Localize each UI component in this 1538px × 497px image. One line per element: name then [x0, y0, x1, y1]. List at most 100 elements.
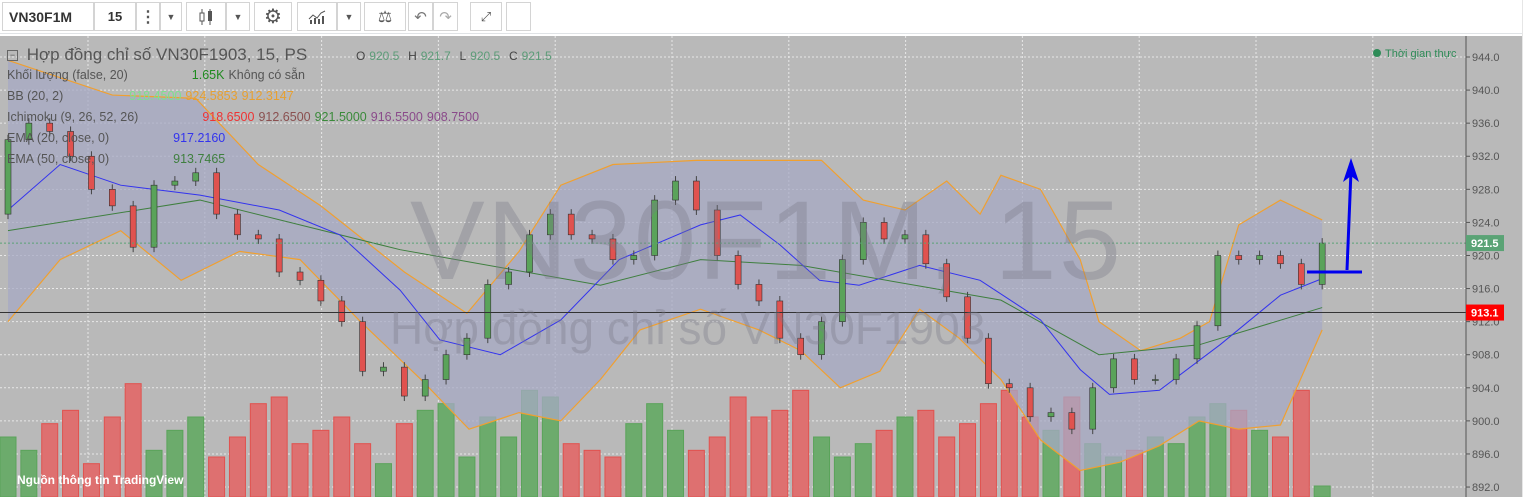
- candle-body: [1152, 379, 1159, 381]
- volume-value: 1.65K: [191, 68, 225, 82]
- volume-bar: [750, 416, 768, 497]
- undo-icon[interactable]: ↶: [408, 2, 433, 31]
- price-axis-label: 904.0: [1472, 383, 1500, 395]
- ichimoku-lead-a: 916.5500: [370, 110, 423, 124]
- ema20-line: [7, 163, 1323, 395]
- candle-body: [567, 213, 575, 236]
- candle-body: [588, 234, 596, 240]
- candle-body: [901, 234, 909, 240]
- ichimoku-lagging: 921.5000: [314, 110, 367, 124]
- candle-body: [839, 259, 846, 322]
- candlestick-icon[interactable]: [186, 2, 226, 31]
- watermark-symbol: VN30F1M, 15: [410, 178, 1123, 303]
- candle-body: [255, 234, 262, 240]
- volume-bar: [938, 436, 956, 497]
- volume-bar: [1000, 389, 1018, 497]
- candle-body: [1026, 387, 1034, 418]
- volume-bar: [374, 463, 392, 497]
- volume-bar: [667, 429, 685, 497]
- candle-body: [985, 337, 992, 384]
- candle-body: [859, 222, 867, 260]
- ohlc-c: 921.5: [521, 49, 552, 63]
- price-axis-label: 924.0: [1472, 217, 1500, 229]
- candle-body: [88, 155, 95, 190]
- candle-body: [1131, 358, 1138, 380]
- scale-balance-icon[interactable]: ⚖: [364, 2, 406, 31]
- volume-bar: [813, 436, 831, 497]
- ichimoku-base: 912.6500: [258, 110, 311, 124]
- chart-area[interactable]: 944.0 940.0 936.0 932.0 928.0 924.0 920.0 916.0…: [0, 36, 1522, 497]
- fullscreen-icon[interactable]: ⤢: [470, 2, 502, 31]
- price-axis-label: 932.0: [1472, 151, 1500, 163]
- empty-toolbar-button[interactable]: [506, 2, 531, 31]
- volume-bar: [208, 456, 226, 497]
- legend-ichimoku[interactable]: Ichimoku (9, 26, 52, 26) 918.6500 912.6500…: [7, 110, 483, 124]
- volume-bar: [875, 429, 893, 497]
- ema20-value: 917.2160: [173, 131, 226, 145]
- volume-bar: [1188, 416, 1206, 497]
- volume-bar: [687, 449, 705, 497]
- volume-bar: [896, 416, 914, 497]
- legend-ema20[interactable]: EMA (20, close, 0) 917.2160: [7, 131, 229, 145]
- volume-bar: [62, 409, 80, 497]
- candle-body: [964, 296, 971, 339]
- ichimoku-label: Ichimoku (9, 26, 52, 26): [7, 110, 139, 124]
- volume-bar: [479, 416, 497, 497]
- chevron-down-icon[interactable]: ▼: [160, 2, 182, 31]
- ohlc-h: 921.7: [420, 49, 451, 63]
- volume-bar: [249, 403, 267, 497]
- legend-title: Hợp đồng chỉ số VN30F1903, 15, PS: [26, 45, 308, 64]
- candle-body: [755, 284, 763, 302]
- candle-body: [275, 238, 283, 273]
- interval-button[interactable]: 15: [94, 2, 136, 31]
- volume-bar: [228, 436, 246, 497]
- volume-bar: [1251, 429, 1269, 497]
- candle-body: [505, 271, 512, 285]
- volume-bar: [1292, 389, 1310, 497]
- symbol-input[interactable]: VN30F1M: [2, 2, 94, 31]
- bb-upper: 924.5853: [185, 89, 238, 103]
- legend-title-row: − Hợp đồng chỉ số VN30F1903, 15, PS O 920…: [7, 45, 556, 65]
- more-vertical-icon[interactable]: ⋮: [136, 2, 160, 31]
- legend-bb[interactable]: BB (20, 2) 918.4500 924.5853 912.3147: [7, 89, 298, 103]
- right-scrollbar[interactable]: [1522, 0, 1538, 497]
- ohlc-c-label: C: [508, 49, 518, 63]
- redo-icon[interactable]: ↷: [433, 2, 458, 31]
- volume-bar: [500, 436, 518, 497]
- volume-bar: [333, 416, 351, 497]
- realtime-label: Thời gian thực: [1385, 48, 1457, 60]
- chart-canvas[interactable]: 944.0 940.0 936.0 932.0 928.0 924.0 920.0 916.0…: [0, 36, 1522, 497]
- indicators-icon[interactable]: [297, 2, 337, 31]
- ohlc-l: 920.5: [470, 49, 501, 63]
- marker-price-badge: [1466, 304, 1504, 321]
- chart-type-chevron-icon[interactable]: ▼: [226, 2, 250, 31]
- price-axis-label: 916.0: [1472, 284, 1500, 296]
- candle-body: [734, 255, 742, 285]
- collapse-icon[interactable]: −: [7, 50, 18, 62]
- volume-note: Không có sẵn: [228, 68, 305, 82]
- toolbar: VN30F1M 15 ⋮ ▼ ▼ ⚙ ▼ ⚖ ↶ ↷ ⤢: [0, 0, 1522, 34]
- price-axis-label: 928.0: [1472, 184, 1500, 196]
- bb-lower: 912.3147: [241, 89, 294, 103]
- candle-body: [1068, 412, 1076, 430]
- annotation-arrow-shaft: [1345, 170, 1353, 271]
- footer-source[interactable]: Nguồn thông tin TradingView: [17, 473, 184, 487]
- volume-bar: [604, 456, 622, 497]
- gear-icon[interactable]: ⚙: [254, 2, 292, 31]
- candle-body: [192, 172, 200, 182]
- volume-bar: [917, 409, 935, 497]
- legend-ema50[interactable]: EMA (50, close, 0) 913.7465: [7, 152, 229, 166]
- ohlc-o: 920.5: [369, 49, 400, 63]
- price-axis-label: 900.0: [1472, 416, 1500, 428]
- volume-bar: [458, 456, 476, 497]
- legend-volume[interactable]: Khối lượng (false, 20) 1.65K Không có sẵn: [7, 68, 309, 82]
- ohlc-h-label: H: [408, 49, 417, 63]
- candle-body: [1318, 242, 1326, 285]
- marker-price-label: 913.1: [1471, 308, 1499, 320]
- volume-bar: [959, 423, 977, 497]
- candle-body: [526, 234, 533, 273]
- candle-body: [67, 131, 74, 157]
- indicators-chevron-icon[interactable]: ▼: [337, 2, 361, 31]
- candle-body: [234, 213, 241, 236]
- candle-body: [1193, 325, 1201, 360]
